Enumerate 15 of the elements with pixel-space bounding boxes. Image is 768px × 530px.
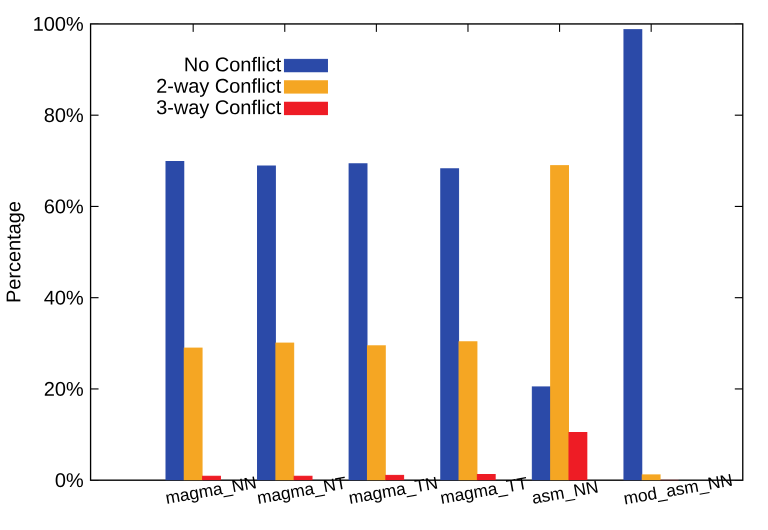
x-tick-label: magma_TT bbox=[440, 476, 526, 504]
y-tick-label: 0% bbox=[56, 473, 83, 488]
x-tick-label: asm_NN bbox=[532, 480, 598, 504]
x-tick-label: magma_TN bbox=[349, 476, 438, 504]
y-tick-label: 60% bbox=[44, 199, 83, 214]
legend-label: 2-way Conflict bbox=[157, 78, 282, 97]
y-tick-label: 20% bbox=[44, 382, 83, 396]
y-tick-label: 80% bbox=[44, 108, 83, 122]
y-tick-label: 100% bbox=[34, 16, 83, 31]
x-tick-label: magma_NN bbox=[166, 476, 256, 504]
legend-label: 3-way Conflict bbox=[156, 100, 282, 118]
x-tick-label: magma_NT bbox=[258, 476, 345, 504]
y-axis-title: Percentage bbox=[6, 202, 24, 302]
y-tick-label: 40% bbox=[44, 290, 83, 305]
legend-label: No Conflict bbox=[185, 56, 282, 72]
